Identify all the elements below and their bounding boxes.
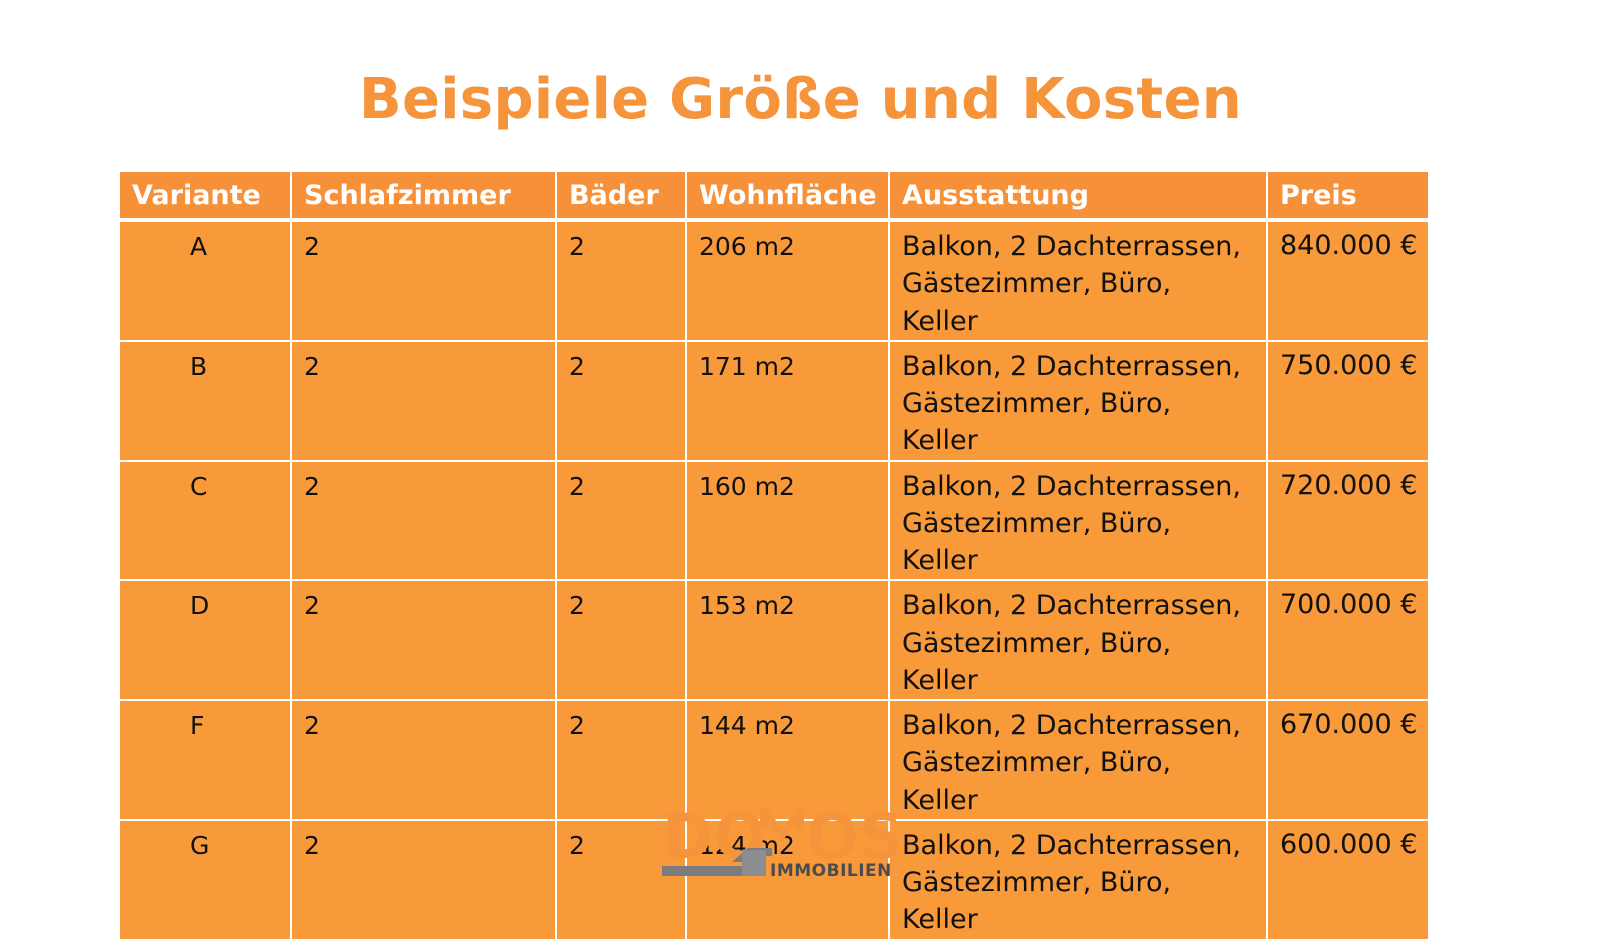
ausstattung-line-2: Gästezimmer, Büro, Keller xyxy=(902,867,1172,936)
cell-variante: A xyxy=(118,219,292,342)
header-preis: Preis xyxy=(1266,170,1430,222)
cell-baeder: 2 xyxy=(555,699,687,821)
building-block-icon xyxy=(742,850,766,876)
cell-baeder: 2 xyxy=(555,579,687,701)
cell-wohnflaeche: 160 m2 xyxy=(685,459,890,582)
house-roof-icon xyxy=(760,808,804,842)
ausstattung-line-1: Balkon, 2 Dachterrassen, xyxy=(902,829,1242,861)
cell-schlafzimmer: 2 xyxy=(290,579,557,701)
cell-wohnflaeche: 153 m2 xyxy=(685,579,890,701)
table-header: Variante Schlafzimmer Bäder Wohnfläche A… xyxy=(118,170,1430,222)
cell-ausstattung: Balkon, 2 Dachterrassen, Gästezimmer, Bür… xyxy=(888,818,1268,941)
cell-ausstattung: Balkon, 2 Dachterrassen, Gästezimmer, Bür… xyxy=(888,339,1268,462)
ausstattung-line-1: Balkon, 2 Dachterrassen, xyxy=(902,470,1242,502)
cell-ausstattung: Balkon, 2 Dachterrassen, Gästezimmer, Bür… xyxy=(888,459,1268,582)
cell-variante: G xyxy=(118,818,292,941)
cell-variante: B xyxy=(118,339,292,462)
page-title: Beispiele Größe und Kosten xyxy=(359,67,1242,132)
ausstattung-line-2: Gästezimmer, Büro, Keller xyxy=(902,627,1172,696)
table-row: D 2 2 153 m2 Balkon, 2 Dachterrassen, Gäs… xyxy=(118,579,1430,701)
header-variante: Variante xyxy=(118,170,292,222)
cell-schlafzimmer: 2 xyxy=(290,459,557,582)
cell-wohnflaeche: 124 m2 xyxy=(685,818,890,941)
table-row: F 2 2 144 m2 Balkon, 2 Dachterrassen, Gäs… xyxy=(118,699,1430,821)
ausstattung-line-1: Balkon, 2 Dachterrassen, xyxy=(902,350,1242,382)
cell-variante: D xyxy=(118,579,292,701)
table-row: A 2 2 206 m2 Balkon, 2 Dachterrassen, Gäs… xyxy=(118,219,1430,342)
ausstattung-line-2: Gästezimmer, Büro, Keller xyxy=(902,747,1172,816)
cell-baeder: 2 xyxy=(555,459,687,582)
cell-wohnflaeche: 206 m2 xyxy=(685,219,890,342)
ausstattung-line-1: Balkon, 2 Dachterrassen, xyxy=(902,231,1242,262)
cell-ausstattung: Balkon, 2 Dachterrassen, Gästezimmer, Bür… xyxy=(888,219,1268,342)
cell-baeder: 2 xyxy=(555,219,687,342)
header-ausstattung: Ausstattung xyxy=(888,170,1268,222)
table-row: B 2 2 171 m2 Balkon, 2 Dachterrassen, Gäs… xyxy=(118,339,1430,462)
ausstattung-line-2: Gästezimmer, Büro, Keller xyxy=(902,507,1172,576)
cell-variante: F xyxy=(118,699,292,821)
logo-word-right: OS xyxy=(806,800,902,873)
cell-schlafzimmer: 2 xyxy=(290,818,557,941)
cell-ausstattung: Balkon, 2 Dachterrassen, Gästezimmer, Bür… xyxy=(888,579,1268,701)
cell-preis: 720.000 € xyxy=(1266,459,1430,582)
cell-preis: 670.000 € xyxy=(1266,699,1430,821)
header-schlafzimmer: Schlafzimmer xyxy=(290,170,557,222)
cell-preis: 750.000 € xyxy=(1266,339,1430,462)
building-base-icon xyxy=(662,866,766,876)
cell-schlafzimmer: 2 xyxy=(290,339,557,462)
logo-graphic: DO OS IMMOBILIEN xyxy=(662,800,903,881)
cell-preis: 600.000 € xyxy=(1266,818,1430,941)
variants-table: Variante Schlafzimmer Bäder Wohnfläche A… xyxy=(118,170,1430,941)
ausstattung-line-2: Gästezimmer, Büro, Keller xyxy=(902,388,1172,457)
table-header-row: Variante Schlafzimmer Bäder Wohnfläche A… xyxy=(118,170,1430,222)
cell-schlafzimmer: 2 xyxy=(290,219,557,342)
cell-wohnflaeche: 144 m2 xyxy=(685,699,890,821)
cell-wohnflaeche: 171 m2 xyxy=(685,339,890,462)
table-body: A 2 2 206 m2 Balkon, 2 Dachterrassen, Gäs… xyxy=(118,219,1430,941)
ausstattung-line-2: Gästezimmer, Büro, Keller xyxy=(902,268,1172,337)
cell-preis: 840.000 € xyxy=(1266,219,1430,342)
logo-subtitle: IMMOBILIEN xyxy=(770,861,892,881)
cell-baeder: 2 xyxy=(555,339,687,462)
ausstattung-line-1: Balkon, 2 Dachterrassen, xyxy=(902,590,1242,622)
table-row: G 2 2 124 m2 Balkon, 2 Dachterrassen, Gäs… xyxy=(118,818,1430,941)
domos-logo: DO OS IMMOBILIEN xyxy=(662,800,903,890)
cell-variante: C xyxy=(118,459,292,582)
cell-ausstattung: Balkon, 2 Dachterrassen, Gästezimmer, Bür… xyxy=(888,699,1268,821)
table-row: C 2 2 160 m2 Balkon, 2 Dachterrassen, Gäs… xyxy=(118,459,1430,582)
cell-schlafzimmer: 2 xyxy=(290,699,557,821)
cell-preis: 700.000 € xyxy=(1266,579,1430,701)
cell-baeder: 2 xyxy=(555,818,687,941)
header-baeder: Bäder xyxy=(555,170,687,222)
header-wohnflaeche: Wohnfläche xyxy=(685,170,890,222)
ausstattung-line-1: Balkon, 2 Dachterrassen, xyxy=(902,710,1242,741)
